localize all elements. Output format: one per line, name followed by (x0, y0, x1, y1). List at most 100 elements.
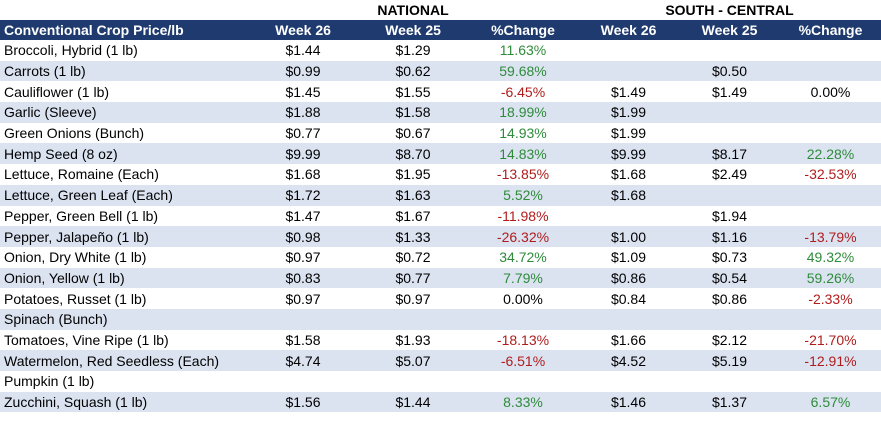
cell-crop-name: Garlic (Sleeve) (0, 102, 248, 123)
cell-south-change (780, 371, 881, 392)
cell-south-week25: $0.54 (679, 267, 780, 289)
cell-south-week25 (679, 371, 780, 392)
cell-national-change: 18.99% (468, 102, 578, 123)
table-row: Lettuce, Green Leaf (Each) $1.72 $1.63 5.52… (0, 184, 881, 206)
table-row: Spinach (Bunch) (0, 308, 881, 330)
price-report: NATIONAL SOUTH - CENTRAL Conventional Cr… (0, 0, 881, 413)
cell-national-week26: $1.44 (285, 42, 321, 59)
header-spacer (0, 0, 248, 20)
cell-crop-name: Tomatoes, Vine Ripe (1 lb) (4, 331, 169, 348)
cell-national-week26 (248, 371, 358, 392)
cell-south-week25: $1.16 (679, 226, 780, 247)
cell-south-week26: $1.46 (578, 391, 679, 413)
cell-south-week26: $1.99 (610, 125, 647, 142)
cell-national-week26: $0.97 (285, 290, 321, 307)
cell-south-change: 49.32% (806, 249, 855, 266)
col-header-south-week26: Week 26 (578, 20, 679, 40)
cell-national-week26: $0.77 (285, 125, 321, 142)
cell-south-change: -32.53% (804, 166, 857, 183)
cell-crop-name: Potatoes, Russet (1 lb) (4, 290, 147, 307)
cell-national-week26: $1.45 (285, 83, 321, 100)
cell-national-change: -13.85% (496, 166, 550, 183)
cell-south-week26: $1.68 (610, 166, 647, 183)
cell-south-week26 (578, 308, 679, 330)
cell-crop-name: Lettuce, Romaine (Each) (4, 166, 159, 183)
cell-national-week26: $0.98 (248, 226, 358, 247)
cell-national-change: 5.52% (468, 184, 578, 206)
cell-national-week25: $0.72 (395, 249, 431, 266)
table-row: Carrots (1 lb) $0.99 $0.62 59.68% $0.50 (0, 60, 881, 82)
table-row: Pepper, Green Bell (1 lb) $1.47 $1.67 -11.9… (0, 206, 881, 227)
cell-crop-name: Pepper, Green Bell (1 lb) (4, 207, 159, 224)
cell-national-week25: $1.58 (358, 102, 468, 123)
cell-south-week25: $1.37 (679, 391, 780, 413)
cell-south-week26: $4.52 (578, 350, 679, 371)
cell-national-change: -11.98% (497, 207, 549, 224)
cell-national-week26: $0.83 (248, 267, 358, 289)
cell-south-week26 (578, 60, 679, 82)
group-national: NATIONAL (377, 2, 449, 18)
cell-national-week26: $1.88 (248, 102, 358, 123)
cell-crop-name: Cauliflower (1 lb) (4, 83, 110, 100)
cell-national-change: 14.93% (499, 125, 547, 142)
cell-national-week25: $1.67 (395, 207, 431, 224)
table-body: Broccoli, Hybrid (1 lb) $1.44 $1.29 11.63% C… (0, 40, 881, 413)
cell-national-change: 11.63% (499, 42, 547, 59)
cell-south-week26: $1.99 (578, 102, 679, 123)
cell-south-week25: $1.94 (711, 207, 748, 224)
cell-national-week25: $0.67 (395, 125, 431, 142)
table-row: Onion, Yellow (1 lb) $0.83 $0.77 7.79% $0.86… (0, 267, 881, 289)
table-row: Cauliflower (1 lb) $1.45 $1.55 -6.45% $1.49 $… (0, 81, 881, 102)
cell-national-change (468, 308, 578, 330)
cell-south-week25: $2.49 (711, 166, 748, 183)
cell-south-change: 0.00% (810, 83, 851, 100)
cell-national-week25: $1.63 (358, 184, 468, 206)
cell-national-week26: $1.58 (285, 331, 321, 348)
table-row: Broccoli, Hybrid (1 lb) $1.44 $1.29 11.63% (0, 40, 881, 61)
cell-national-change: -6.51% (468, 350, 578, 371)
col-header-crop: Conventional Crop Price/lb (0, 20, 248, 40)
cell-south-week25: $2.12 (711, 331, 748, 348)
price-table: Conventional Crop Price/lb Week 26 Week … (0, 20, 881, 413)
col-header-south-week25: Week 25 (679, 20, 780, 40)
cell-south-week25: $0.86 (711, 290, 748, 307)
table-row: Hemp Seed (8 oz) $9.99 $8.70 14.83% $9.99 $8.… (0, 143, 881, 165)
cell-south-week26: $0.84 (610, 290, 647, 307)
cell-national-week25: $0.97 (395, 290, 431, 307)
cell-south-change (780, 184, 881, 206)
cell-south-change (780, 102, 881, 123)
cell-national-week25: $5.07 (358, 350, 468, 371)
cell-national-week26: $1.68 (285, 166, 321, 183)
cell-national-change: 34.72% (499, 249, 547, 266)
cell-south-week26 (578, 206, 679, 227)
cell-south-week26 (578, 371, 679, 392)
cell-south-change: 22.28% (780, 143, 881, 165)
cell-south-change: -21.70% (804, 331, 857, 348)
table-row: Potatoes, Russet (1 lb) $0.97 $0.97 0.00% $0… (0, 288, 881, 309)
cell-national-change: -18.13% (496, 331, 550, 348)
cell-south-week26: $0.86 (578, 267, 679, 289)
cell-south-week26: $1.66 (610, 331, 647, 348)
table-row: Green Onions (Bunch) $0.77 $0.67 14.93% $1.9… (0, 123, 881, 144)
cell-crop-name: Onion, Yellow (1 lb) (0, 267, 248, 289)
group-south-central: SOUTH - CENTRAL (665, 2, 794, 18)
cell-national-week25: $1.44 (358, 391, 468, 413)
cell-south-week26: $1.68 (578, 184, 679, 206)
cell-national-change: 59.68% (468, 60, 578, 82)
cell-south-week25: $0.50 (679, 60, 780, 82)
cell-south-change: 6.57% (780, 391, 881, 413)
cell-south-week26: $1.00 (578, 226, 679, 247)
cell-south-week26 (578, 40, 679, 61)
cell-crop-name: Lettuce, Green Leaf (Each) (0, 184, 248, 206)
cell-crop-name: Spinach (Bunch) (0, 308, 248, 330)
cell-south-week25 (679, 308, 780, 330)
cell-crop-name: Pepper, Jalapeño (1 lb) (0, 226, 248, 247)
cell-south-change (780, 60, 881, 82)
table-header: Conventional Crop Price/lb Week 26 Week … (0, 20, 881, 40)
cell-national-week26: $9.99 (248, 143, 358, 165)
cell-national-week25: $0.62 (358, 60, 468, 82)
cell-south-week25: $5.19 (679, 350, 780, 371)
col-header-national-week26: Week 26 (248, 20, 358, 40)
cell-national-change: 0.00% (503, 290, 543, 307)
cell-national-week26: $1.72 (248, 184, 358, 206)
